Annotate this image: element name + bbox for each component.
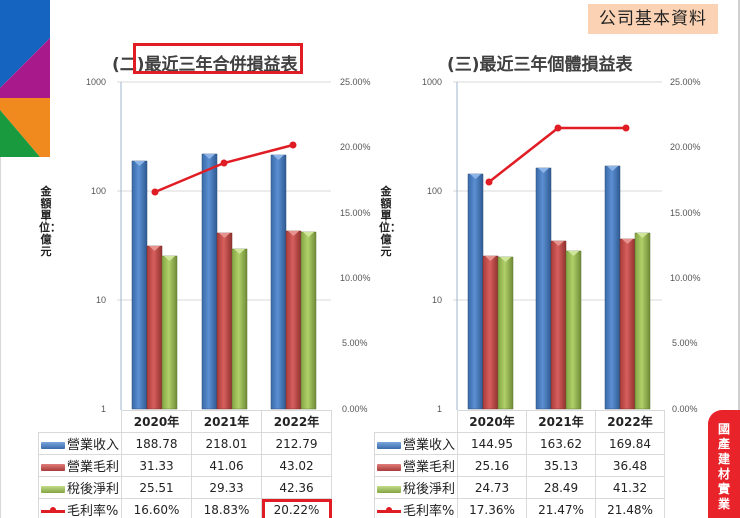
table-cell: 21.48% [595,498,665,518]
table-cell: 144.95 [457,432,527,455]
legend-swatch-icon [377,464,401,471]
y-tick: 1000 [421,77,442,87]
y2-tick: 5.00% [672,338,698,348]
table-row: 營業收入 144.95 163.62 169.84 [374,432,665,455]
chart-title-standalone: (三)最近三年個體損益表 [447,50,633,75]
y2-tick: 5.00% [342,338,368,348]
table-cell: 25.51 [121,476,192,499]
bar-group-2022 [604,165,651,410]
table-cell: 41.32 [595,476,665,499]
table-cell: 36.48 [595,454,665,477]
table-cell: 169.84 [595,432,665,455]
table-cell: 163.62 [526,432,596,455]
table-corner [375,411,458,433]
y-tick: 10 [95,295,106,305]
y2-tick: 25.00% [670,77,701,87]
margin-line [151,141,297,196]
y-tick: 1000 [85,77,106,87]
company-side-tag: 國產建材實業 [708,410,740,518]
bar-group-2021 [201,153,248,410]
table-row: 營業收入 188.78 218.01 212.79 [38,432,332,455]
table-header: 2022年 [595,410,665,433]
chart-title-prefix: (三) [447,55,480,75]
table-cell: 212.79 [261,432,332,455]
legend-line-icon [41,507,65,513]
data-table-standalone: 2020年 2021年 2022年 營業收入 144.95 163.62 169… [374,410,665,518]
legend-net-income: 稅後淨利 [38,476,122,499]
chart-title-consolidated: (二)最近三年合併損益表 [112,50,298,75]
table-cell: 41.06 [191,454,262,477]
y-tick: 1 [436,404,442,414]
bar-group-2020 [131,160,178,410]
title-highlight-box [133,43,303,74]
legend-gross-profit: 營業毛利 [38,454,122,477]
table-cell: 28.49 [526,476,596,499]
table-cell: 21.47% [526,498,596,518]
legend-line-icon [377,507,401,513]
legend-revenue: 營業收入 [374,432,458,455]
y2-tick: 15.00% [670,208,701,218]
table-row: 營業毛利 31.33 41.06 43.02 [38,454,332,477]
legend-gross-profit: 營業毛利 [374,454,458,477]
y2-tick: 10.00% [670,273,701,283]
legend-swatch-icon [41,464,65,471]
bar-group-2022 [270,154,317,410]
y2-tick: 25.00% [340,77,371,87]
y-tick: 100 [90,186,106,196]
y2-tick: 0.00% [342,404,368,414]
legend-net-income: 稅後淨利 [374,476,458,499]
legend-swatch-icon [41,486,65,493]
table-row: 毛利率% 17.36% 21.47% 21.48% [374,498,665,518]
legend-swatch-icon [41,442,65,449]
table-cell: 18.83% [191,498,262,518]
table-row: 稅後淨利 24.73 28.49 41.32 [374,476,665,499]
table-row: 稅後淨利 25.51 29.33 42.36 [38,476,332,499]
table-cell: 25.16 [457,454,527,477]
table-cell: 35.13 [526,454,596,477]
legend-swatch-icon [377,486,401,493]
bar-group-2020 [467,173,514,410]
logo-decoration-icon [0,0,50,157]
chart-title-text: 最近三年合併損益表 [144,55,298,75]
table-header: 2021年 [526,410,596,433]
table-row: 營業毛利 25.16 35.13 36.48 [374,454,665,477]
table-cell-highlighted: 20.22% [261,498,332,518]
y-tick: 100 [426,186,442,196]
margin-line [485,124,630,186]
table-cell: 42.36 [261,476,332,499]
table-cell: 24.73 [457,476,527,499]
y2-tick: 0.00% [672,404,698,414]
table-header: 2020年 [457,410,527,433]
y-tick: 10 [431,295,442,305]
y2-tick: 15.00% [340,208,371,218]
legend-margin: 毛利率% [374,498,458,518]
table-row: 毛利率% 16.60% 18.83% 20.22% [38,498,332,518]
chart-title-text: 最近三年個體損益表 [479,55,633,75]
legend-revenue: 營業收入 [38,432,122,455]
table-header: 2021年 [191,410,262,433]
chart-title-prefix: (二) [112,55,145,75]
bar-group-2021 [535,167,582,410]
legend-swatch-icon [377,442,401,449]
y-tick: 1 [100,404,106,414]
y2-tick: 10.00% [340,273,371,283]
table-cell: 17.36% [457,498,527,518]
y2-tick: 20.00% [670,142,701,152]
data-table-consolidated: 2020年 2021年 2022年 營業收入 188.78 218.01 212… [38,410,332,518]
company-info-badge: 公司基本資料 [588,4,718,34]
y2-tick: 20.00% [340,142,371,152]
